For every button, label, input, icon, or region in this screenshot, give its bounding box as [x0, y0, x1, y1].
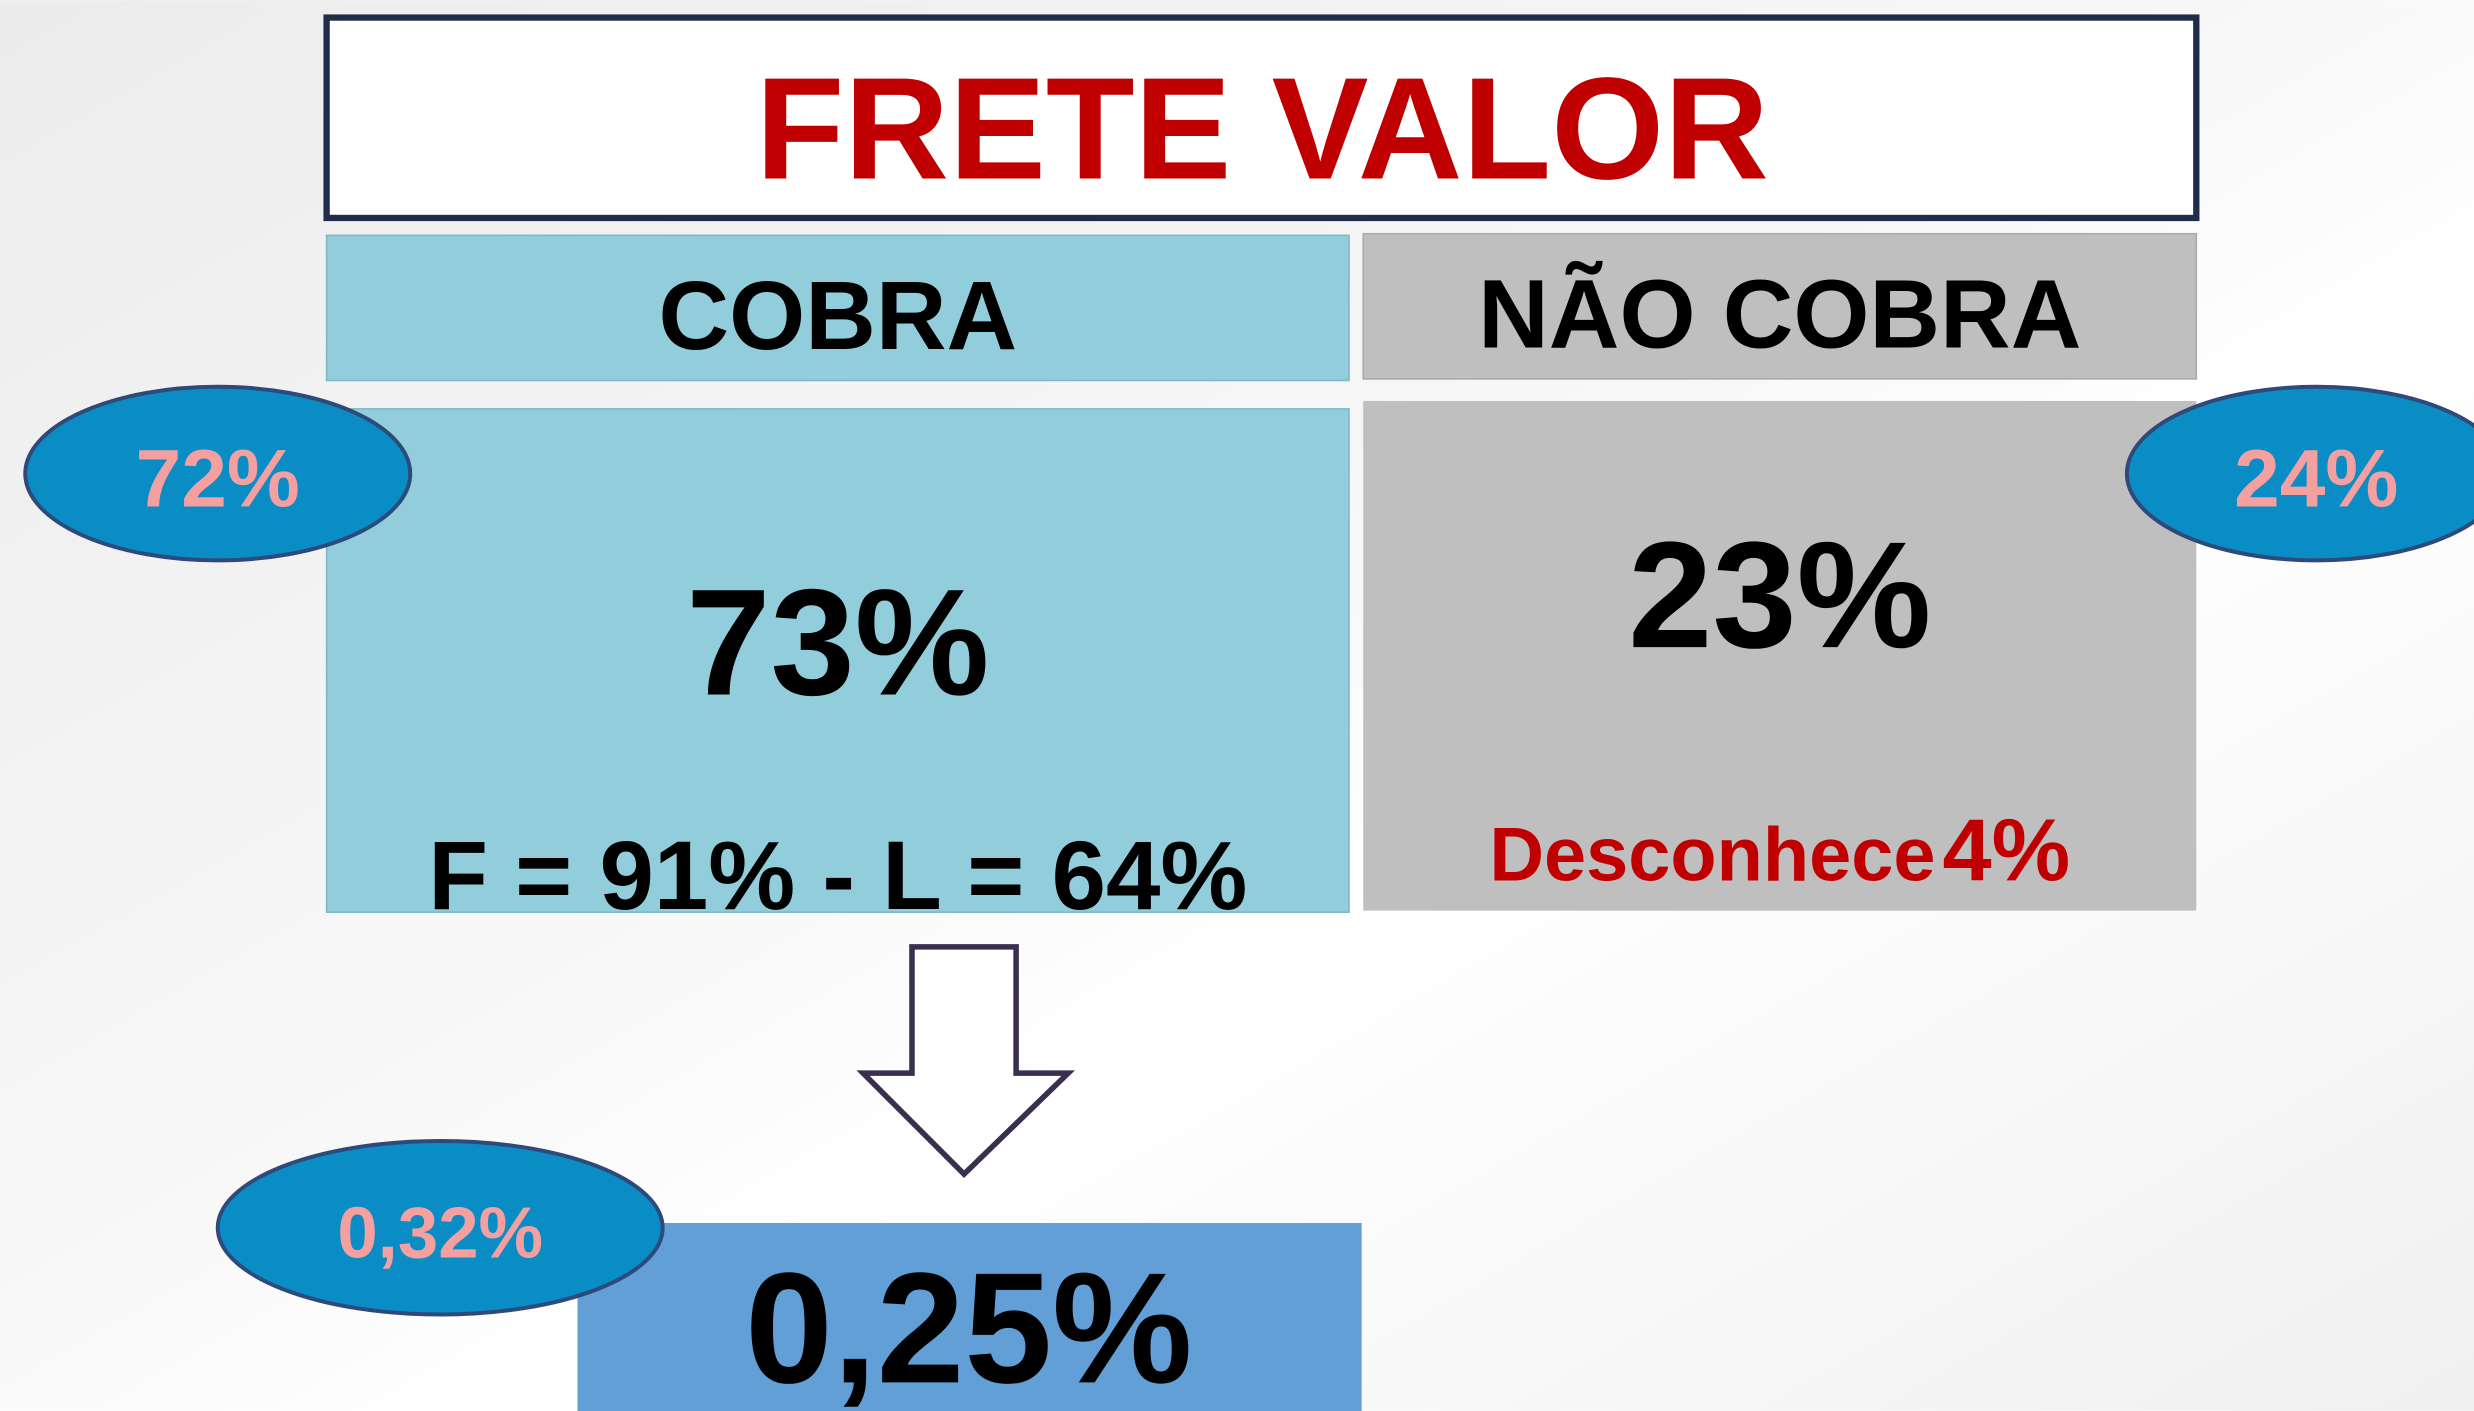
cobra-box — [325, 408, 1350, 913]
nao-cobra-header-box — [1362, 232, 2198, 380]
cobra-badge — [23, 384, 413, 563]
result-box — [577, 1223, 1362, 1411]
nao-cobra-value: 23% — [1628, 511, 1931, 680]
result-badge-text: 0,32% — [337, 1193, 543, 1274]
cobra-badge-text: 72% — [136, 434, 300, 525]
cobra-value: 73% — [686, 558, 989, 727]
nao-cobra-badge-text: 24% — [2234, 434, 2398, 525]
cobra-header: COBRA — [658, 260, 1017, 370]
cobra-header-box — [325, 234, 1350, 382]
nao-cobra-header: NÃO COBRA — [1478, 258, 2081, 368]
result-badge — [215, 1139, 665, 1317]
result-value: 0,25% — [745, 1240, 1192, 1411]
title-box — [323, 14, 2200, 222]
detail-value: 4% — [1942, 801, 2070, 900]
detail-label: Desconhece — [1489, 813, 1935, 898]
down-arrow — [856, 944, 1075, 1178]
title: FRETE VALOR — [756, 48, 1769, 210]
cobra-detail: F = 91% - L = 64% — [428, 820, 1247, 930]
nao-cobra-box — [1363, 400, 2197, 911]
nao-cobra-badge — [2124, 384, 2474, 563]
nao-cobra-detail: Desconhece 4% — [1489, 801, 2070, 900]
